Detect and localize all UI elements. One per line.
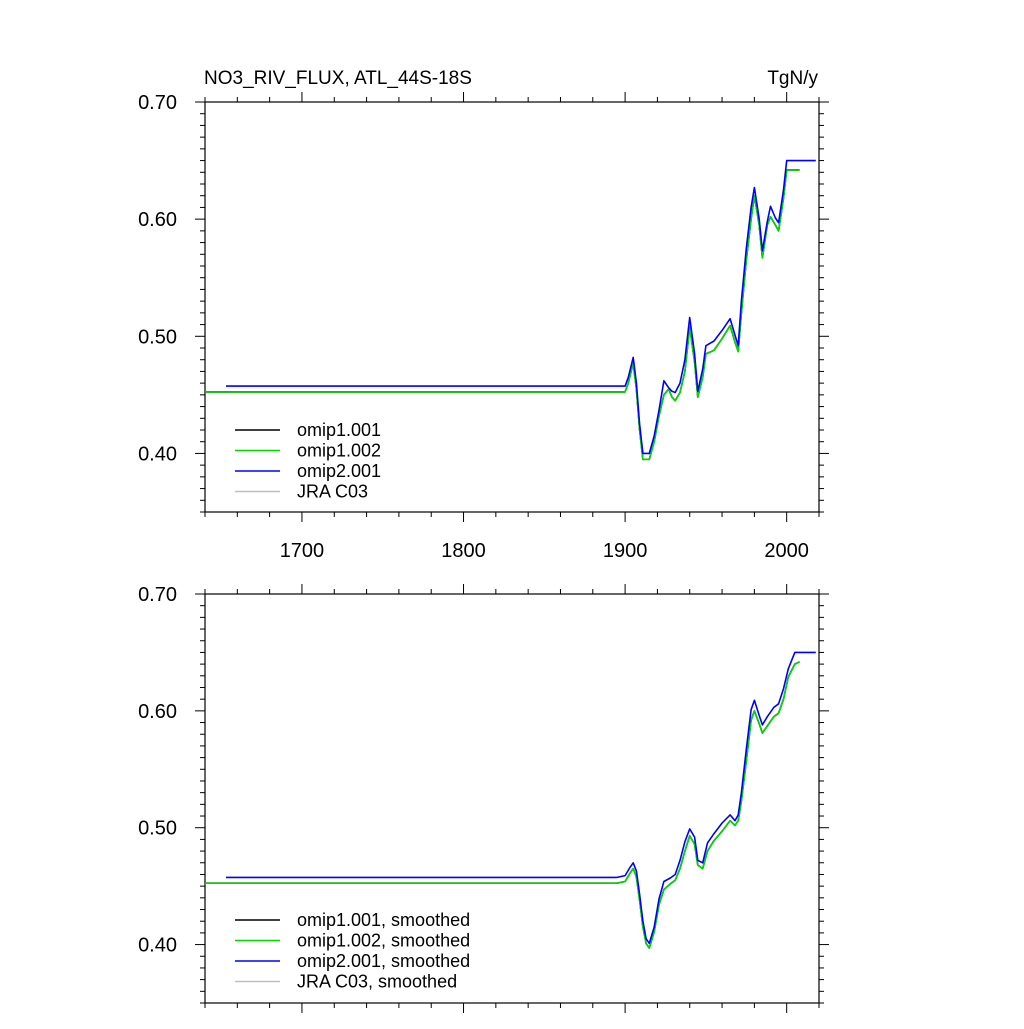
panel2-y-tick-label: 0.70 xyxy=(138,584,177,606)
panel2-legend-label-2: omip1.002, smoothed xyxy=(297,931,470,951)
panel1-series-line-2 xyxy=(205,169,800,461)
panel2-y-tick-label: 0.50 xyxy=(138,818,177,840)
panel2-series-line-2 xyxy=(205,661,800,949)
panel2-plot-frame xyxy=(204,593,820,1004)
panel1-x-tick-label: 1800 xyxy=(441,540,486,562)
panel2-series-line-1 xyxy=(205,661,800,949)
panel1-y-tick-label: 0.40 xyxy=(138,443,177,465)
panel1-y-tick-label: 0.70 xyxy=(138,92,177,114)
panel1-y-tick-label: 0.50 xyxy=(138,326,177,348)
panel2-legend-label-3: omip2.001, smoothed xyxy=(297,951,470,971)
panel1-series-line-3 xyxy=(226,159,816,455)
panel1-legend-label-1: omip1.001 xyxy=(297,420,381,440)
panel1-legend-label-3: omip2.001 xyxy=(297,461,381,481)
panel1-legend-label-2: omip1.002 xyxy=(297,441,381,461)
chart-title: NO3_RIV_FLUX, ATL_44S-18S xyxy=(204,68,472,89)
panel1-x-tick-label: 1900 xyxy=(603,540,648,562)
panel2-y-tick-label: 0.60 xyxy=(138,701,177,723)
panel1-plot-frame xyxy=(204,101,820,513)
panel2-legend-label-4: JRA C03, smoothed xyxy=(297,972,457,992)
panel1-x-tick-label: 1700 xyxy=(280,540,325,562)
panel1-y-tick-label: 0.60 xyxy=(138,209,177,231)
panel1-series-line-1 xyxy=(205,169,800,461)
panel2-series-line-3 xyxy=(226,651,816,945)
panel2-legend-label-1: omip1.001, smoothed xyxy=(297,910,470,930)
chart-units: TgN/y xyxy=(767,68,818,89)
panel2-y-tick-label: 0.40 xyxy=(138,935,177,957)
panel1-legend-label-4: JRA C03 xyxy=(297,482,368,502)
panel1-x-tick-label: 2000 xyxy=(764,540,809,562)
